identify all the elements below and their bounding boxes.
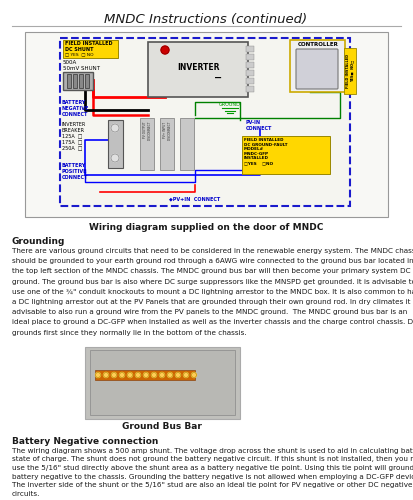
FancyBboxPatch shape [246,54,254,60]
Text: PV-IN
CONNECT: PV-IN CONNECT [246,120,273,131]
Text: □ YES  □ NO: □ YES □ NO [65,52,93,56]
FancyBboxPatch shape [60,38,350,206]
Text: The inverter side of the shunt or the 5/16" stud are also an ideal tie point for: The inverter side of the shunt or the 5/… [12,482,413,488]
Text: The wiring diagram shows a 500 amp shunt. The voltage drop across the shunt is u: The wiring diagram shows a 500 amp shunt… [12,448,413,454]
Text: battery negative to the chassis. Grounding the battery negative is not allowed w: battery negative to the chassis. Groundi… [12,474,413,480]
Circle shape [135,372,140,378]
FancyBboxPatch shape [25,32,388,217]
Text: INVERTER: INVERTER [177,62,219,72]
Text: −: − [214,73,222,83]
Circle shape [168,372,173,378]
Text: Ground Bus Bar: Ground Bus Bar [122,422,202,431]
Text: the top left section of the MNDC chassis. The MNDC ground bus bar will then beco: the top left section of the MNDC chassis… [12,268,411,274]
FancyBboxPatch shape [296,49,338,89]
FancyBboxPatch shape [148,42,248,97]
FancyBboxPatch shape [140,118,154,170]
FancyBboxPatch shape [246,62,254,68]
Text: ground. The ground bus bar is also where DC surge suppressors like the MNSPD get: ground. The ground bus bar is also where… [12,278,413,284]
FancyBboxPatch shape [73,74,77,88]
Text: use the 5/16" stud directly above the shunt area as a battery negative tie point: use the 5/16" stud directly above the sh… [12,465,413,471]
Circle shape [128,372,133,378]
Circle shape [192,372,197,378]
Text: Wiring diagram supplied on the door of MNDC: Wiring diagram supplied on the door of M… [89,223,323,232]
Text: ◆PV+IN  CONNECT: ◆PV+IN CONNECT [169,196,221,201]
FancyBboxPatch shape [180,118,194,170]
FancyBboxPatch shape [160,118,174,170]
Text: +: + [161,46,169,56]
FancyBboxPatch shape [246,78,254,84]
FancyBboxPatch shape [90,350,235,415]
Text: state of charge. The shunt does not ground the battery negative circuit. If this: state of charge. The shunt does not grou… [12,456,413,462]
Text: ideal place to ground a DC-GFP when installed as well as the inverter chassis an: ideal place to ground a DC-GFP when inst… [12,320,413,326]
Text: There are various ground circuits that need to be considered in the renewable en: There are various ground circuits that n… [12,248,413,254]
Text: GROUND: GROUND [219,102,241,107]
Text: circuits.: circuits. [12,490,40,496]
FancyBboxPatch shape [290,40,345,92]
FancyBboxPatch shape [63,72,93,90]
Text: BATTERY
NEGATIVE
CONNECT: BATTERY NEGATIVE CONNECT [62,100,89,116]
Circle shape [95,372,100,378]
Text: PV+ INPUT
DISCONNECT: PV+ INPUT DISCONNECT [163,120,171,140]
Text: use one of the ¾" conduit knockouts to mount a DC lightning arrestor to the MNDC: use one of the ¾" conduit knockouts to m… [12,289,413,295]
Text: advisable to also run a ground wire from the PV panels to the MNDC ground.  The : advisable to also run a ground wire from… [12,309,407,315]
Text: INVERTER
BREAKER
125A  □
175A  □
250A  □: INVERTER BREAKER 125A □ 175A □ 250A □ [62,122,86,150]
Circle shape [143,372,149,378]
Circle shape [111,154,119,162]
FancyBboxPatch shape [108,120,123,168]
Circle shape [161,46,169,54]
FancyBboxPatch shape [85,74,89,88]
Text: MNDC Instructions (continued): MNDC Instructions (continued) [104,13,308,26]
FancyBboxPatch shape [85,347,240,419]
FancyBboxPatch shape [95,370,195,380]
FancyBboxPatch shape [246,70,254,76]
Circle shape [183,372,188,378]
Text: a DC lightning arrestor out at the PV Panels that are grounded through their own: a DC lightning arrestor out at the PV Pa… [12,299,413,305]
FancyBboxPatch shape [79,74,83,88]
FancyBboxPatch shape [246,86,254,92]
Text: grounds first since they normally lie in the bottom of the chassis.: grounds first since they normally lie in… [12,330,247,336]
Text: FIELD INSTALLED
DC SHUNT: FIELD INSTALLED DC SHUNT [65,41,112,52]
Text: 500A
50mV SHUNT: 500A 50mV SHUNT [63,60,100,71]
Circle shape [176,372,180,378]
Circle shape [112,372,116,378]
Text: Grounding: Grounding [12,237,65,246]
Circle shape [104,372,109,378]
Text: should be grounded to your earth ground rod through a 6AWG wire connected to the: should be grounded to your earth ground … [12,258,413,264]
Text: PV OUTPUT
DISCONNECT: PV OUTPUT DISCONNECT [143,120,151,140]
Circle shape [152,372,157,378]
FancyBboxPatch shape [63,40,118,58]
Circle shape [159,372,164,378]
FancyBboxPatch shape [242,136,330,174]
Circle shape [111,124,119,132]
FancyBboxPatch shape [344,48,356,94]
Text: Battery Negative connection: Battery Negative connection [12,437,158,446]
Text: CONTROLLER: CONTROLLER [297,42,338,47]
Text: FIELD INSTALLED
DC GROUND-FAULT
MODEL#
MNDC-GFP
INSTALLED
□YES    □NO: FIELD INSTALLED DC GROUND-FAULT MODEL# M… [244,138,287,165]
FancyBboxPatch shape [67,74,71,88]
Text: FIELD INSTALLED
YES■  NO□: FIELD INSTALLED YES■ NO□ [346,54,354,88]
Text: BATTERY
POSITIVE
CONNECT: BATTERY POSITIVE CONNECT [62,163,88,180]
FancyBboxPatch shape [246,46,254,52]
Circle shape [119,372,124,378]
